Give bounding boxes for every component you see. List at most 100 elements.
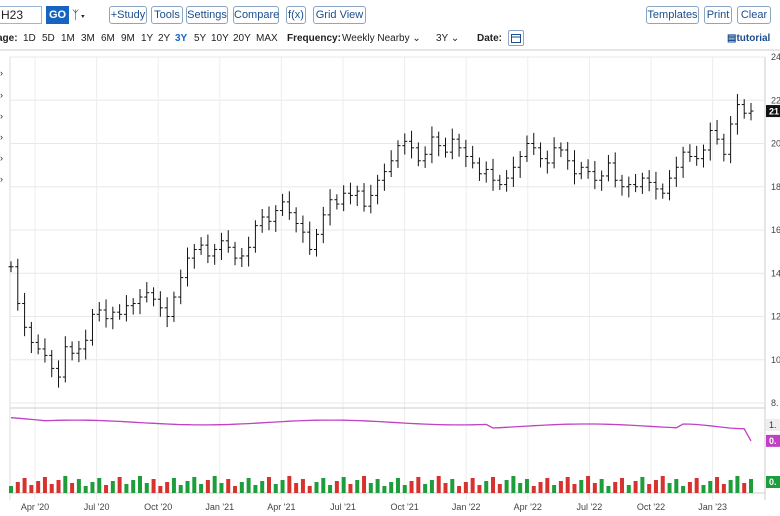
chevron-right-icon[interactable]: › — [0, 174, 3, 184]
volume-bar — [273, 484, 278, 493]
volume-bar — [307, 486, 312, 493]
volume-bar — [389, 482, 394, 493]
volume-bar — [171, 478, 176, 493]
volume-bar — [144, 483, 149, 493]
volume-bar — [76, 479, 81, 493]
range-2y[interactable]: 2Y — [158, 33, 171, 44]
price-tick-label: 16 — [771, 225, 780, 235]
volume-bar — [749, 479, 753, 493]
go-button[interactable]: GO — [46, 6, 69, 24]
x-tick-label: Jan '23 — [698, 502, 727, 512]
compare-button[interactable]: Compare — [233, 6, 279, 24]
chevron-right-icon[interactable]: › — [0, 153, 3, 163]
x-tick-label: Oct '21 — [390, 502, 418, 512]
volume-bar — [613, 482, 618, 493]
price-tick-label: 12 — [771, 312, 780, 322]
volume-bar — [49, 484, 54, 493]
volume-bar — [395, 478, 400, 493]
price-tick-label: 24 — [771, 52, 780, 62]
indicator-tick-badge — [766, 418, 780, 431]
last-price-badge — [766, 105, 780, 118]
price-tick-label: 10 — [771, 355, 780, 365]
volume-bar — [110, 481, 115, 493]
volume-bar — [375, 479, 380, 493]
chevron-right-icon[interactable]: › — [0, 90, 3, 100]
volume-bar — [212, 476, 217, 493]
volume-bar — [647, 484, 652, 493]
volume-bar — [9, 486, 13, 493]
function-button[interactable]: f(x) — [286, 6, 306, 24]
chevron-right-icon[interactable]: › — [0, 68, 3, 78]
range-9m[interactable]: 9M — [121, 33, 135, 44]
volume-bar — [151, 479, 156, 493]
volume-bar — [70, 483, 75, 493]
volume-bar — [280, 480, 285, 493]
tutorial-link[interactable]: ▤tutorial — [727, 33, 770, 44]
volume-bar — [341, 477, 346, 493]
range-1d[interactable]: 1D — [23, 33, 36, 44]
calendar-icon[interactable] — [508, 30, 524, 46]
volume-bar — [599, 479, 604, 493]
range-10y[interactable]: 10Y — [211, 33, 229, 44]
volume-bar — [633, 481, 638, 493]
volume-bar — [22, 478, 27, 493]
volume-bar — [416, 477, 421, 493]
range-1y[interactable]: 1Y — [141, 33, 154, 44]
volume-bar — [429, 480, 434, 493]
volume-bar — [104, 485, 109, 493]
drawing-tools-icon[interactable]: ᛉ▾ — [72, 8, 87, 22]
volume-bar — [653, 480, 658, 493]
volume-bar — [239, 482, 244, 493]
volume-bar — [124, 484, 129, 493]
volume-bar — [42, 477, 47, 493]
symbol-input[interactable] — [0, 6, 42, 24]
x-tick-label: Jul '20 — [84, 502, 110, 512]
indicator-line — [10, 417, 752, 442]
range-5d[interactable]: 5D — [42, 33, 55, 44]
chevron-right-icon[interactable]: › — [0, 132, 3, 142]
volume-bar — [620, 478, 625, 493]
volume-bar — [450, 479, 455, 493]
range-5y[interactable]: 5Y — [194, 33, 207, 44]
templates-button[interactable]: Templates — [646, 6, 699, 24]
chevron-right-icon[interactable]: › — [0, 111, 3, 121]
volume-bar — [185, 481, 190, 493]
volume-bar — [294, 483, 299, 493]
frequency-select[interactable]: Weekly Nearby ⌄ — [342, 33, 421, 45]
range-1m[interactable]: 1M — [61, 33, 75, 44]
frequency-value: Weekly Nearby — [342, 33, 410, 44]
x-tick-label: Apr '20 — [21, 502, 49, 512]
range-20y[interactable]: 20Y — [233, 33, 251, 44]
volume-bar — [266, 477, 271, 493]
range-6m[interactable]: 6M — [101, 33, 115, 44]
volume-bar — [117, 477, 122, 493]
volume-bar — [572, 484, 577, 493]
volume-bar — [137, 476, 142, 493]
volume-bar — [681, 486, 686, 493]
x-tick-label: Jan '22 — [452, 502, 481, 512]
range-toolbar: age: 1D 5D 1M 3M 6M 9M 1Y 2Y 3Y 5Y 10Y 2… — [0, 28, 780, 50]
volume-bar — [694, 478, 699, 493]
volume-bar — [518, 483, 523, 493]
x-tick-label: Jul '21 — [330, 502, 356, 512]
range-3m[interactable]: 3M — [81, 33, 95, 44]
clear-button[interactable]: Clear — [737, 6, 771, 24]
period-select[interactable]: 3Y ⌄ — [436, 33, 459, 45]
volume-last-badge — [766, 476, 780, 488]
add-study-button[interactable]: +Study — [109, 6, 147, 24]
grid-view-button[interactable]: Grid View — [313, 6, 366, 24]
volume-bar — [199, 484, 204, 493]
range-max[interactable]: MAX — [256, 33, 278, 44]
range-3y[interactable]: 3Y — [175, 33, 188, 44]
tools-button[interactable]: Tools — [151, 6, 183, 24]
frequency-label: Frequency: — [287, 33, 341, 44]
volume-bar — [674, 479, 679, 493]
volume-bar — [219, 483, 224, 493]
volume-bar — [348, 484, 353, 493]
settings-button[interactable]: Settings — [186, 6, 228, 24]
volume-bar — [29, 485, 34, 493]
print-button[interactable]: Print — [704, 6, 732, 24]
volume-bar — [524, 479, 529, 493]
volume-bar — [545, 478, 550, 493]
